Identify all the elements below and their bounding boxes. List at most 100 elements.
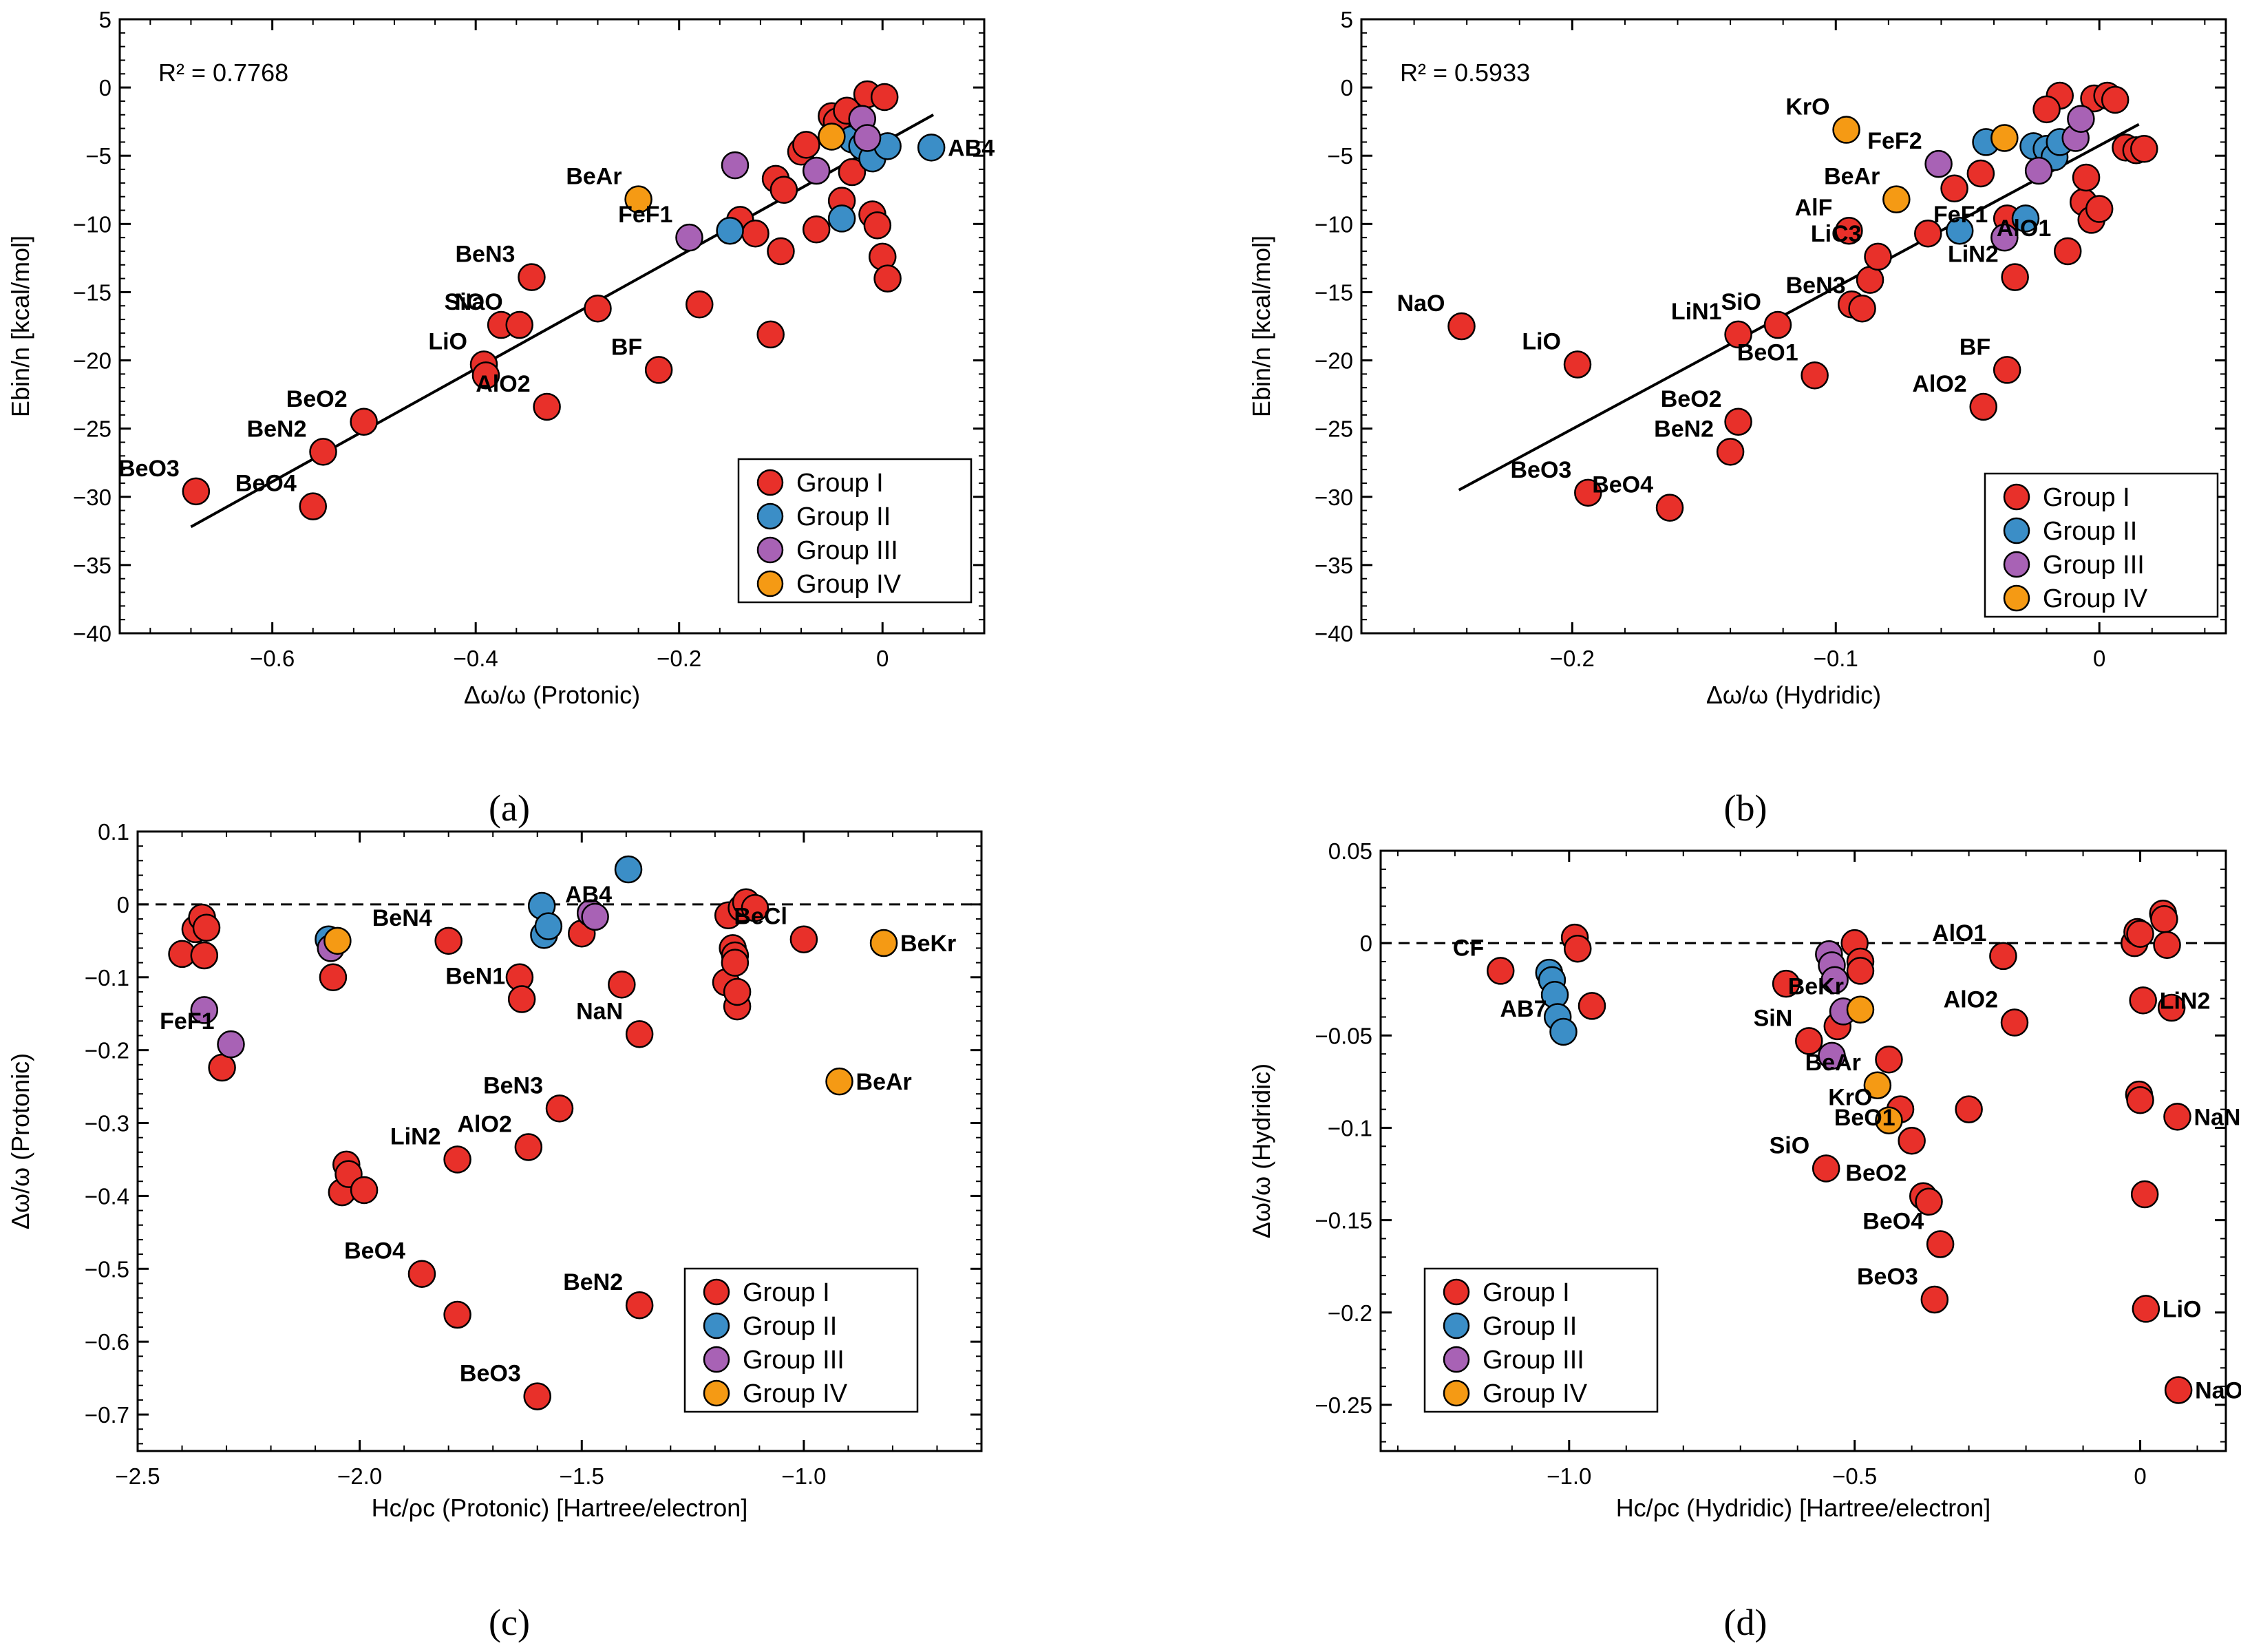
data-point-group-i bbox=[518, 263, 546, 291]
y-tick-label: −0.05 bbox=[1315, 1023, 1373, 1048]
data-point-group-i bbox=[1993, 356, 2021, 384]
legend-label: Group I bbox=[743, 1278, 830, 1307]
data-point-group-i bbox=[2126, 920, 2154, 948]
data-point-group-i bbox=[350, 407, 378, 436]
data-point-group-i bbox=[1835, 216, 1863, 245]
data-point-group-i bbox=[1920, 1285, 1949, 1314]
data-point-group-i bbox=[319, 963, 348, 992]
panel-caption: (a) bbox=[489, 787, 530, 829]
point-label: NaO bbox=[2195, 1377, 2241, 1404]
data-point-group-iii bbox=[217, 1030, 245, 1059]
data-point-group-iii bbox=[2024, 156, 2053, 185]
data-point-group-i bbox=[2072, 163, 2101, 192]
point-label: AB7 bbox=[1500, 996, 1547, 1022]
point-label: BeAr bbox=[1824, 164, 1880, 190]
y-tick-label: −0.1 bbox=[1328, 1115, 1372, 1141]
legend-label: Group III bbox=[2043, 551, 2145, 580]
legend-label: Group III bbox=[1483, 1346, 1584, 1375]
data-point-group-i bbox=[756, 320, 785, 349]
data-point-group-ii bbox=[1945, 216, 1974, 245]
panel-caption: (b) bbox=[1724, 787, 1767, 829]
point-label: AB4 bbox=[948, 135, 995, 161]
y-tick-label: −0.15 bbox=[1315, 1208, 1373, 1233]
point-label: BeO3 bbox=[460, 1361, 521, 1387]
x-tick-label: −1.0 bbox=[781, 1463, 826, 1489]
data-point-group-i bbox=[471, 361, 500, 390]
point-label: BeO1 bbox=[1834, 1105, 1895, 1131]
data-point-group-i bbox=[299, 492, 328, 520]
data-point-group-i bbox=[2126, 1086, 2154, 1114]
legend-label: Group II bbox=[796, 502, 891, 531]
y-tick-label: 0 bbox=[1360, 931, 1372, 956]
y-tick-label: 5 bbox=[1341, 7, 1353, 32]
x-axis-title: Δω/ω (Protonic) bbox=[464, 681, 640, 709]
data-point-group-ii bbox=[716, 216, 744, 245]
panel-caption: (c) bbox=[489, 1602, 530, 1643]
legend-marker-group-i bbox=[1443, 1278, 1470, 1306]
point-label: BeN3 bbox=[456, 242, 516, 268]
data-point-group-i bbox=[350, 1176, 379, 1205]
data-point-group-i bbox=[769, 176, 798, 204]
legend: Group I Group II Group III Group IV bbox=[737, 458, 973, 604]
data-point-group-i bbox=[723, 977, 752, 1006]
legend-label: Group IV bbox=[2043, 584, 2148, 613]
data-point-group-i bbox=[741, 893, 769, 922]
data-point-group-i bbox=[2101, 85, 2130, 114]
data-point-group-i bbox=[838, 158, 867, 187]
legend-marker-group-ii bbox=[756, 502, 784, 530]
x-axis-title: Hc/ρc (Protonic) [Hartree/electron] bbox=[372, 1494, 748, 1522]
data-point-group-i bbox=[2157, 993, 2186, 1022]
legend-marker-group-ii bbox=[1443, 1312, 1470, 1339]
point-label: BeN1 bbox=[445, 964, 505, 990]
point-label: BeO1 bbox=[1737, 339, 1798, 366]
legend-marker-group-iii bbox=[703, 1346, 730, 1373]
legend-marker-group-ii bbox=[2003, 517, 2030, 544]
data-point-group-i bbox=[1940, 174, 1968, 203]
data-point-group-i bbox=[1989, 942, 2017, 971]
data-point-group-i bbox=[767, 237, 795, 266]
data-point-group-i bbox=[2153, 931, 2181, 960]
data-point-group-i bbox=[1955, 1095, 1983, 1123]
point-label: NaO bbox=[1397, 290, 1445, 317]
plot-frame bbox=[118, 18, 986, 635]
point-label: NaN bbox=[2194, 1104, 2240, 1130]
point-label: LiO bbox=[428, 329, 467, 355]
point-label: FeF2 bbox=[1867, 128, 1922, 154]
data-point-group-i bbox=[789, 925, 818, 953]
data-point-group-i bbox=[1772, 969, 1801, 998]
data-point-group-i bbox=[208, 1053, 236, 1082]
point-label: BeN3 bbox=[1786, 273, 1846, 299]
data-point-group-ii bbox=[1549, 1017, 1578, 1046]
data-point-group-i bbox=[1898, 1126, 1926, 1155]
data-point-group-iv bbox=[825, 1067, 853, 1096]
x-axis-title: Δω/ω (Hydridic) bbox=[1706, 681, 1881, 709]
chart-panel-d: −1.0 −0.5 0 0.05 0 −0.05 −0.1 −0.15 −0.2 −0.25 Hc/… bbox=[1247, 838, 2241, 1643]
y-tick-label: −0.1 bbox=[85, 965, 129, 991]
point-label: LiN2 bbox=[1948, 242, 1999, 268]
x-tick-label: −1.0 bbox=[1547, 1463, 1591, 1489]
data-point-group-i bbox=[2130, 1180, 2159, 1209]
legend-label: Group II bbox=[2043, 517, 2137, 546]
legend-label: Group III bbox=[796, 536, 898, 565]
y-axis-title: Δω/ω (Hydridic) bbox=[1247, 1063, 1275, 1238]
y-axis-title: Ebin/n [kcal/mol] bbox=[1247, 235, 1275, 417]
y-tick-label: −0.4 bbox=[85, 1183, 129, 1209]
legend-marker-group-iv bbox=[2003, 584, 2030, 612]
legend-marker-group-iii bbox=[2003, 551, 2030, 578]
x-tick-label: −0.1 bbox=[1814, 646, 1858, 671]
data-point-group-i bbox=[1846, 957, 1875, 985]
plot-frame bbox=[1360, 18, 2227, 635]
point-label: BeO2 bbox=[1661, 386, 1722, 412]
point-label: BeO4 bbox=[1862, 1208, 1924, 1234]
chart-panel-b: −0.2 −0.1 0 5 0 −5 −10 −15 −20 −25 −30 −35 −40 Δω/ω (… bbox=[1247, 7, 2227, 829]
y-tick-label: −0.3 bbox=[85, 1111, 129, 1136]
data-point-group-i bbox=[1655, 494, 1684, 522]
legend-label: Group I bbox=[1483, 1278, 1570, 1307]
point-label: NaN bbox=[576, 998, 623, 1024]
data-point-group-i bbox=[2150, 905, 2178, 933]
data-point-group-i bbox=[1915, 1187, 1943, 1216]
y-tick-label: 0 bbox=[117, 892, 129, 918]
data-point-group-i bbox=[1812, 1154, 1840, 1183]
r-squared-label: R² = 0.5933 bbox=[1400, 59, 1530, 87]
data-point-group-i bbox=[1864, 242, 1892, 271]
